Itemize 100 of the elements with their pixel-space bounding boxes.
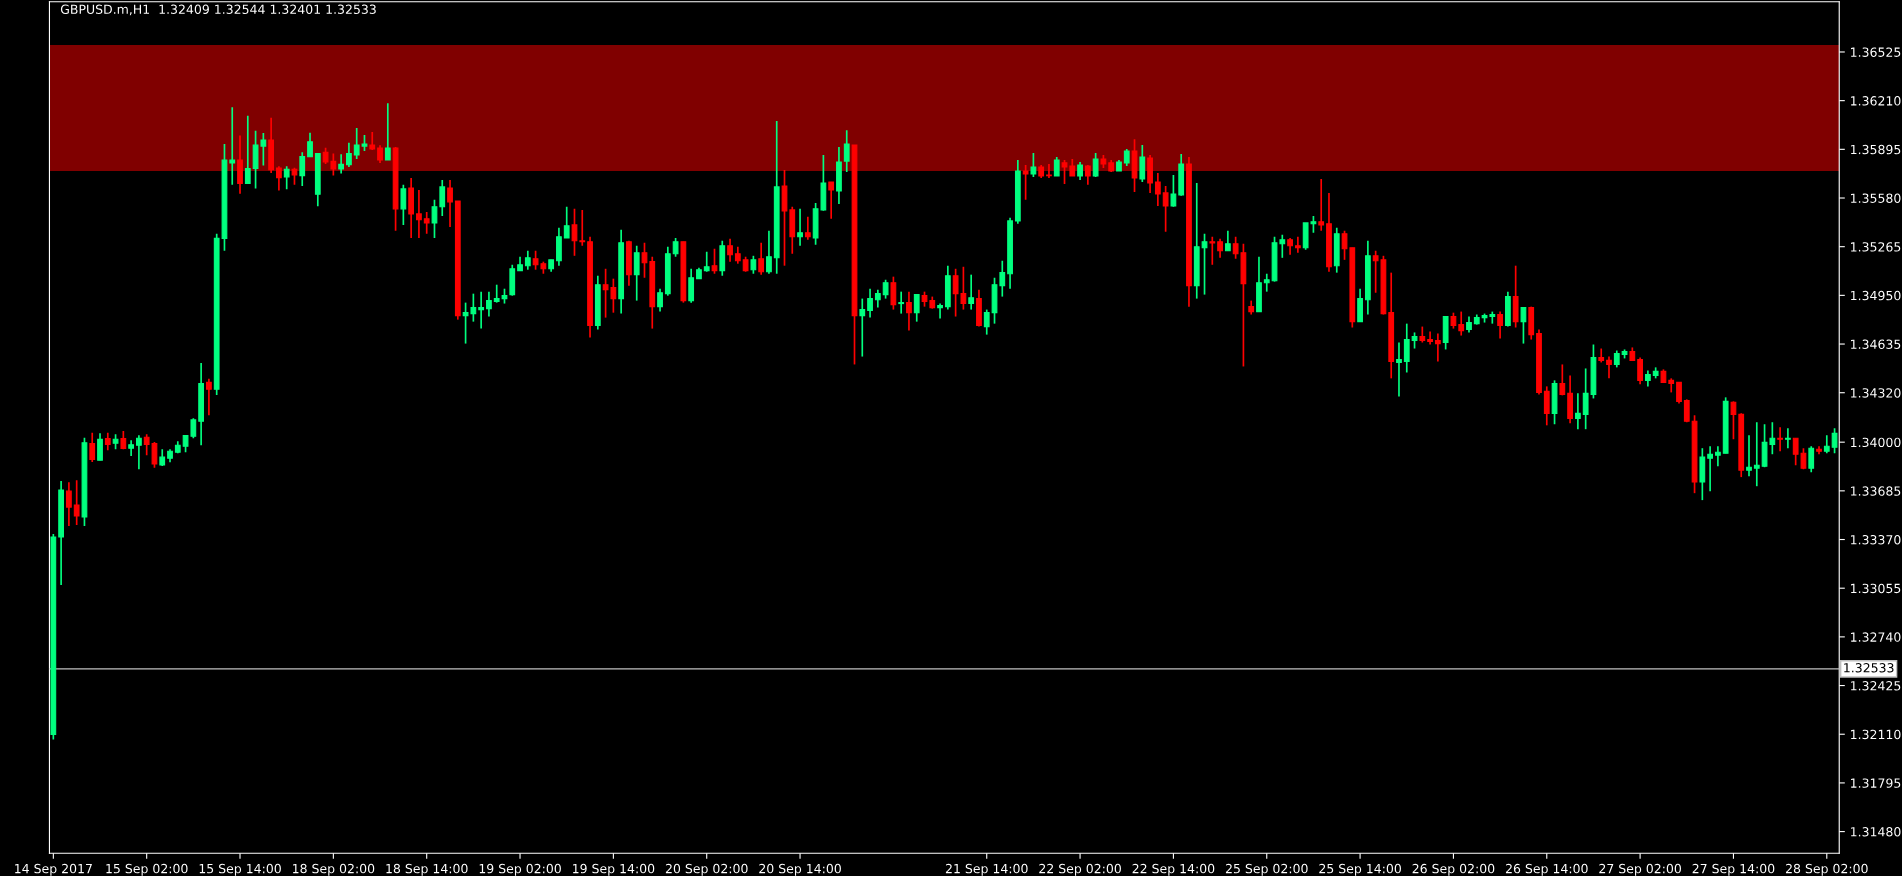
- candlestick: [66, 481, 72, 527]
- candlestick: [237, 134, 243, 195]
- candlestick: [1209, 235, 1216, 266]
- candlestick: [423, 211, 430, 235]
- candlestick: [1201, 233, 1208, 296]
- candlestick: [338, 153, 345, 175]
- candlestick: [1263, 272, 1270, 293]
- candlestick: [1574, 392, 1581, 431]
- candlestick: [703, 250, 710, 273]
- candlestick: [1520, 306, 1527, 345]
- y-tick-label: 1.35580: [1851, 193, 1901, 203]
- y-tick-label: 1.31480: [1851, 827, 1901, 837]
- y-tick-label: 1.34320: [1851, 388, 1901, 398]
- candlestick: [1458, 310, 1465, 337]
- candlestick: [999, 259, 1006, 298]
- candlestick: [1294, 235, 1301, 254]
- candlestick: [1427, 330, 1433, 346]
- candlestick: [556, 226, 562, 267]
- candlestick: [727, 237, 733, 263]
- candlestick: [688, 267, 695, 304]
- x-tick-label: 22 Sep 14:00: [1132, 863, 1215, 876]
- candlestick: [276, 165, 282, 192]
- candlestick: [882, 278, 889, 300]
- candlestick: [97, 432, 103, 462]
- candlestick: [1030, 152, 1037, 178]
- candlestick: [1403, 322, 1410, 374]
- y-tick-label: 1.31795: [1851, 778, 1901, 788]
- candlestick: [439, 179, 446, 217]
- candlestick: [416, 189, 422, 239]
- candlestick: [283, 165, 290, 191]
- x-tick-label: 26 Sep 02:00: [1412, 863, 1495, 876]
- candlestick: [968, 273, 975, 311]
- candlestick: [890, 275, 897, 311]
- candlestick: [758, 241, 765, 276]
- candlestick: [1606, 355, 1612, 380]
- candlestick: [1543, 385, 1550, 427]
- x-tick-label: 21 Sep 14:00: [945, 863, 1028, 876]
- y-tick-label: 1.36210: [1851, 96, 1901, 106]
- y-tick-label: 1.32425: [1851, 681, 1901, 691]
- x-tick-label: 27 Sep 14:00: [1692, 863, 1775, 876]
- x-tick-label: 18 Sep 02:00: [293, 863, 375, 876]
- y-tick-label: 1.32740: [1851, 632, 1901, 642]
- candlestick: [1092, 152, 1099, 178]
- x-tick-label: 20 Sep 14:00: [759, 863, 841, 876]
- candlestick: [983, 308, 990, 336]
- candlestick: [307, 131, 313, 158]
- candlestick: [859, 297, 866, 358]
- y-tick-label: 1.34635: [1851, 339, 1901, 349]
- candlestick: [1318, 178, 1325, 232]
- y-tick-label: 1.35895: [1851, 144, 1901, 155]
- candlestick: [400, 183, 407, 226]
- candlestick: [1497, 310, 1503, 340]
- candlestick: [1707, 445, 1714, 492]
- candlestick: [913, 293, 920, 323]
- candlestick: [299, 151, 306, 187]
- candlestick: [1730, 400, 1737, 441]
- candlestick: [1831, 427, 1838, 455]
- candlestick: [346, 141, 352, 168]
- candlestick: [1777, 426, 1784, 453]
- x-tick-label: 25 Sep 14:00: [1319, 863, 1401, 876]
- candlestick: [1746, 434, 1752, 478]
- candlestick: [657, 287, 663, 313]
- candlestick: [906, 290, 912, 332]
- candlestick: [579, 209, 586, 247]
- x-tick-label: 18 Sep 14:00: [386, 863, 468, 876]
- y-tick-label: 1.36525: [1851, 47, 1901, 57]
- candlestick: [206, 377, 212, 417]
- candlestick: [563, 205, 570, 239]
- candlestick: [766, 229, 772, 275]
- candlestick: [431, 199, 438, 239]
- candlestick: [447, 179, 453, 228]
- y-tick-label: 1.34000: [1851, 437, 1901, 448]
- candlestick: [937, 302, 943, 320]
- ref-line-label: 1.32533: [1844, 663, 1894, 673]
- candlestick: [1823, 434, 1830, 455]
- candlestick: [136, 434, 142, 471]
- candlestick: [524, 249, 531, 271]
- candlestick: [633, 244, 640, 302]
- candlestick: [1162, 185, 1169, 233]
- y-tick-label: 1.34950: [1851, 290, 1901, 301]
- candlestick: [1396, 341, 1402, 398]
- candlestick: [672, 237, 679, 258]
- y-tick-label: 1.33685: [1851, 486, 1901, 496]
- x-tick-label: 15 Sep 02:00: [106, 863, 188, 876]
- candlestick: [1808, 445, 1815, 473]
- candlestick: [1434, 332, 1441, 363]
- candlestick: [229, 106, 236, 186]
- candlestick: [1154, 172, 1161, 207]
- x-tick-label: 22 Sep 02:00: [1039, 863, 1121, 876]
- candlestick: [1053, 156, 1060, 177]
- y-tick-label: 1.35265: [1851, 242, 1901, 252]
- candlestick: [1637, 356, 1643, 386]
- y-tick-label: 1.32110: [1851, 729, 1901, 740]
- candlestick: [73, 479, 80, 526]
- candlestick: [244, 114, 251, 185]
- candlestick: [1715, 445, 1721, 468]
- candlestick: [1046, 163, 1052, 179]
- candlestick: [1217, 237, 1223, 259]
- candlestick: [1139, 144, 1146, 183]
- x-tick-label: 19 Sep 02:00: [479, 863, 561, 876]
